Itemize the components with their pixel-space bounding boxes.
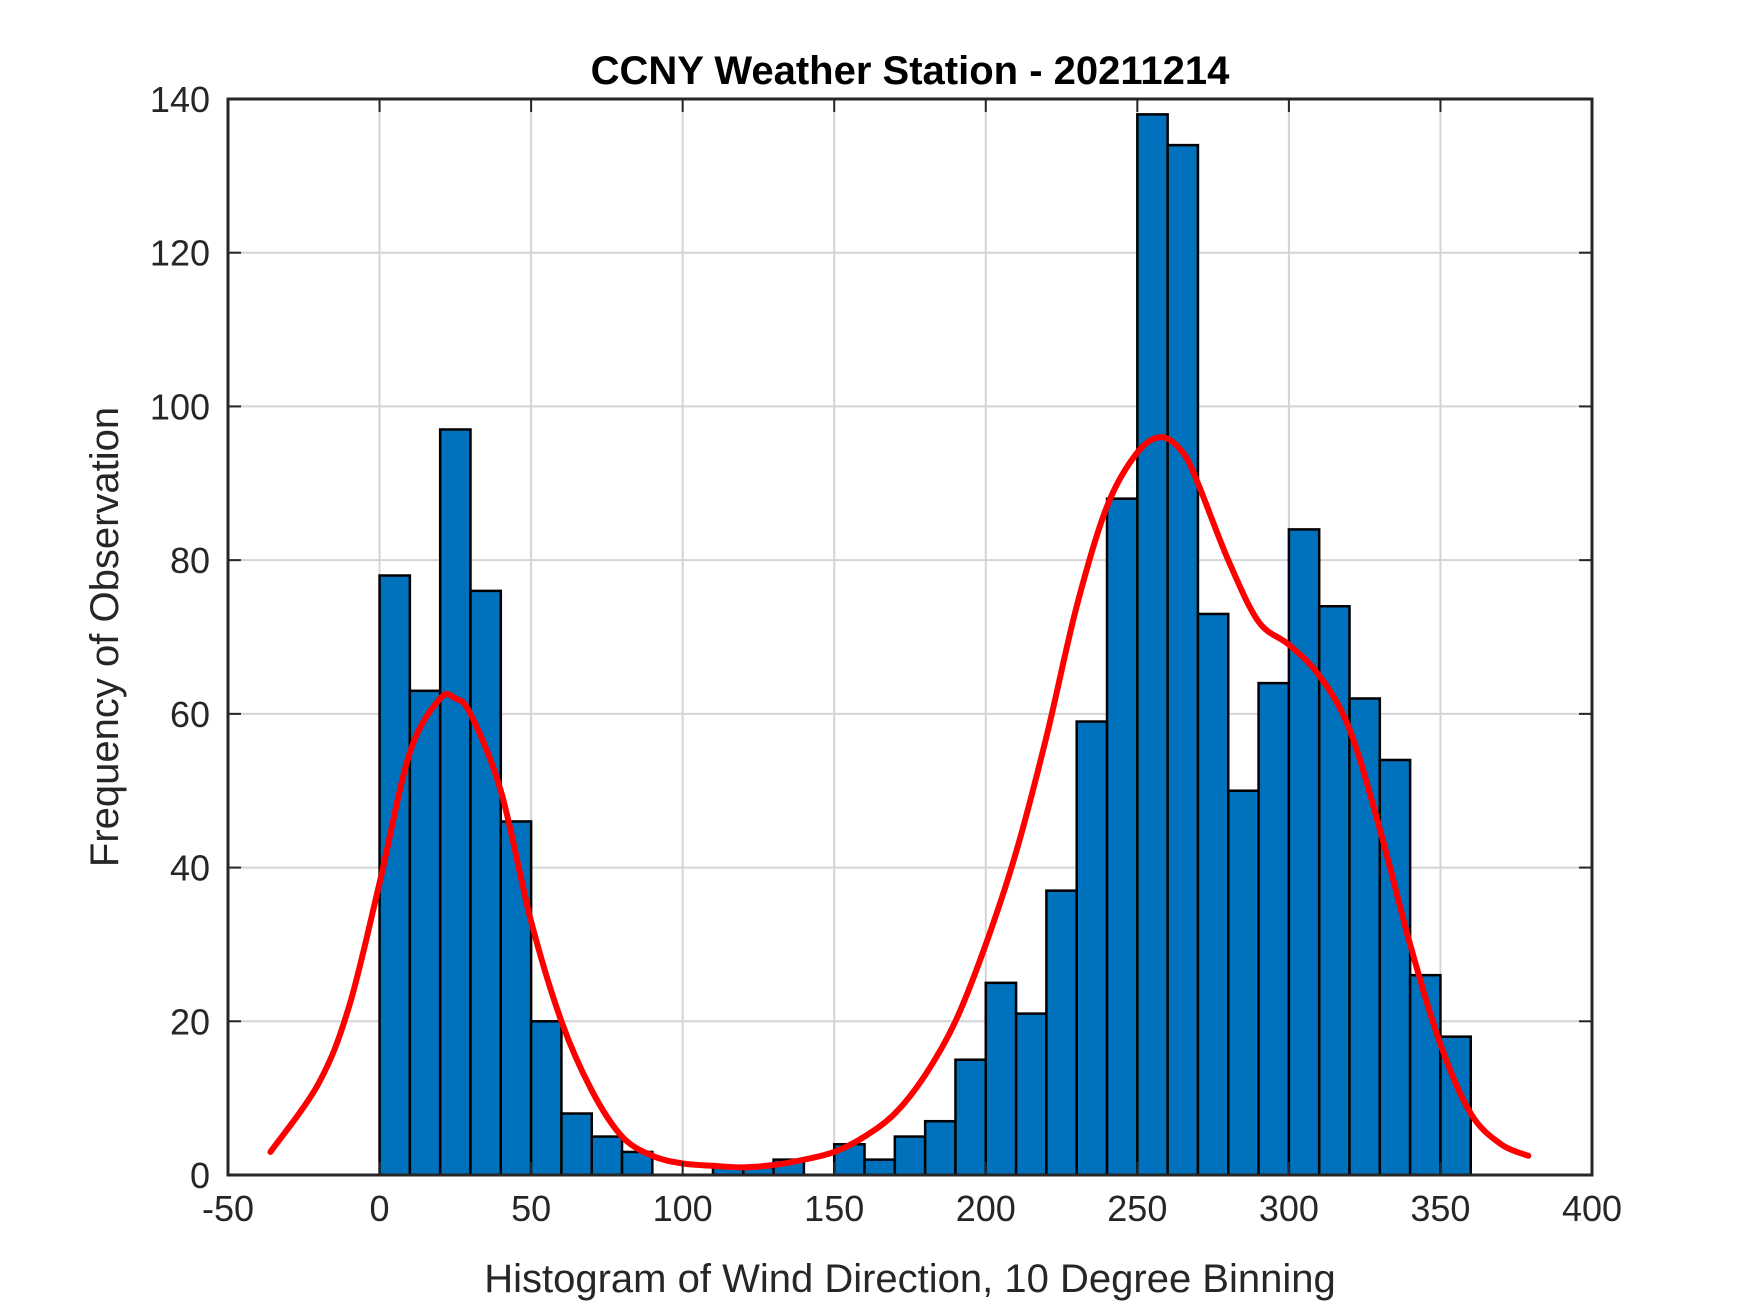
histogram-bar [1317, 605, 1351, 1177]
histogram-bar [438, 428, 472, 1177]
fit-curve [267, 434, 1532, 1171]
histogram-bar [1196, 612, 1230, 1177]
y-axis-label: Frequency of Observation [83, 407, 127, 867]
histogram-bar [893, 1135, 927, 1177]
histogram-bar [1287, 528, 1321, 1177]
y-tick-labels: 0 20 40 60 80 100 120 140 [150, 79, 210, 1196]
histogram-bar [1105, 497, 1139, 1177]
x-tick-label: 350 [1410, 1188, 1470, 1229]
histogram-bar [1136, 113, 1169, 1177]
histogram-bar [923, 1119, 957, 1177]
histogram-bar [1075, 720, 1109, 1177]
y-tick-label: 80 [170, 540, 210, 581]
histogram-bar [590, 1135, 624, 1177]
histogram-bar [954, 1058, 988, 1177]
histogram-bar [529, 1020, 563, 1177]
histogram-bar [863, 1158, 897, 1177]
y-tick-label: 60 [170, 694, 210, 735]
x-tick-label: 150 [804, 1188, 864, 1229]
histogram-bar [1014, 1012, 1048, 1177]
x-tick-label: 0 [370, 1188, 390, 1229]
y-tick-label: 100 [150, 386, 210, 427]
x-tick-label: 100 [653, 1188, 713, 1229]
histogram-bar [469, 589, 503, 1177]
x-tick-label: 250 [1107, 1188, 1167, 1229]
chart-title: CCNY Weather Station - 20211214 [591, 49, 1231, 93]
x-tick-label: 50 [511, 1188, 551, 1229]
x-axis-label: Histogram of Wind Direction, 10 Degree B… [484, 1257, 1336, 1301]
axes-frame [226, 97, 1594, 1177]
x-tick-label: -50 [202, 1188, 254, 1229]
y-tick-label: 20 [170, 1001, 210, 1042]
x-tick-label: 300 [1259, 1188, 1319, 1229]
histogram-bar [984, 981, 1018, 1177]
histogram-bars [378, 113, 1473, 1177]
x-tick-labels: -50 0 50 100 150 200 250 300 350 400 [202, 1188, 1622, 1229]
histogram-bar [1045, 889, 1078, 1177]
y-tick-label: 0 [190, 1155, 210, 1196]
y-tick-label: 140 [150, 79, 210, 120]
y-tick-label: 120 [150, 233, 210, 274]
histogram-bar [560, 1112, 593, 1177]
y-tick-label: 40 [170, 848, 210, 889]
x-tick-label: 200 [956, 1188, 1016, 1229]
histogram-bar [1257, 681, 1291, 1177]
x-tick-label: 400 [1562, 1188, 1622, 1229]
histogram-bar [408, 689, 442, 1177]
histogram-bar [1378, 758, 1412, 1177]
histogram-bar [1227, 789, 1260, 1177]
histogram-bar [1166, 143, 1200, 1177]
histogram-bar [499, 820, 533, 1177]
